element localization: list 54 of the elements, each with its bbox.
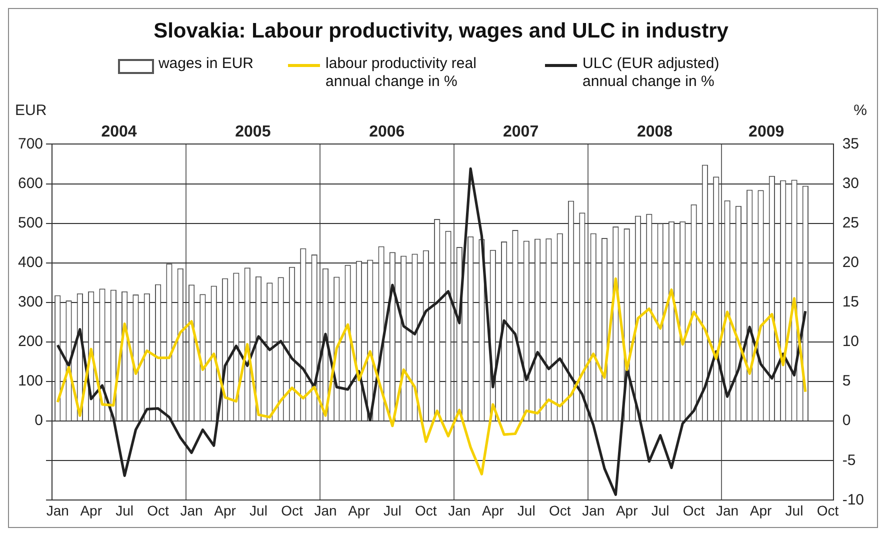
x-tick-label: Oct [682, 502, 705, 518]
y2-tick-label: 35 [842, 135, 860, 152]
text: 2008 [636, 124, 673, 141]
chart-title: Slovakia: Labour productivity, wages and ULC in industry [154, 19, 729, 42]
x-tick-label: Jan [448, 502, 471, 518]
text: 2009 [748, 124, 784, 141]
y2-tick-label: -5 [842, 452, 856, 469]
y-tick-label: 500 [18, 214, 44, 232]
y-tick-label: 600 [18, 174, 44, 192]
x-tick-label: Jul [250, 502, 268, 518]
y2-tick-label: 30 [842, 174, 860, 192]
y2-tick-label: -10 [842, 491, 864, 508]
x-tick-label: Oct [147, 502, 170, 518]
x-tick-label: Apr [616, 502, 638, 518]
y2-tick-label: 15 [842, 294, 860, 311]
legend-label: wages in EUR [158, 55, 254, 73]
y2-tick-label: 20 [842, 254, 860, 272]
text: 2004 [101, 124, 137, 141]
x-tick-label: Apr [750, 502, 772, 518]
y2-tick-label: 25 [842, 214, 860, 232]
legend-label: labour productivity real annual change in % [326, 55, 478, 91]
y2-tick-label: 10 [842, 333, 860, 350]
x-tick-label: Jan [180, 502, 203, 518]
y2-tick-label: 5 [842, 372, 851, 390]
y-tick-label: 300 [18, 294, 44, 311]
x-tick-label: Oct [281, 502, 303, 518]
x-tick-label: Jan [716, 502, 739, 518]
y2-axis-title: % [854, 102, 867, 119]
y-axis-title: EUR [15, 102, 47, 119]
x-tick-label: Jul [651, 502, 670, 518]
text: 2005 [235, 124, 271, 141]
x-tick-label: Jul [785, 502, 804, 518]
y-tick-label: 0 [34, 412, 44, 430]
y-tick-label: 200 [18, 333, 44, 350]
x-tick-label: Jan [582, 502, 605, 518]
legend-label: ULC (EUR adjusted) annual change in % [582, 55, 720, 91]
x-tick-label: Apr [80, 502, 102, 518]
x-tick-label: Oct [816, 502, 839, 518]
y-tick-label: 400 [18, 254, 44, 272]
y-tick-label: 700 [18, 135, 44, 152]
x-tick-label: Jan [46, 502, 69, 518]
y-tick-label: 100 [18, 372, 44, 390]
x-tick-label: Oct [548, 502, 571, 518]
text: 2007 [503, 124, 539, 141]
x-tick-label: Apr [482, 502, 504, 518]
x-tick-label: Jan [314, 502, 337, 518]
x-tick-label: Jul [383, 502, 402, 518]
x-tick-label: Jul [116, 502, 134, 518]
x-tick-label: Apr [214, 502, 236, 518]
x-tick-label: Jul [517, 502, 536, 518]
text: 2006 [369, 124, 405, 141]
x-tick-label: Oct [415, 502, 437, 518]
x-tick-label: Apr [348, 502, 370, 518]
y2-tick-label: 0 [842, 412, 851, 430]
